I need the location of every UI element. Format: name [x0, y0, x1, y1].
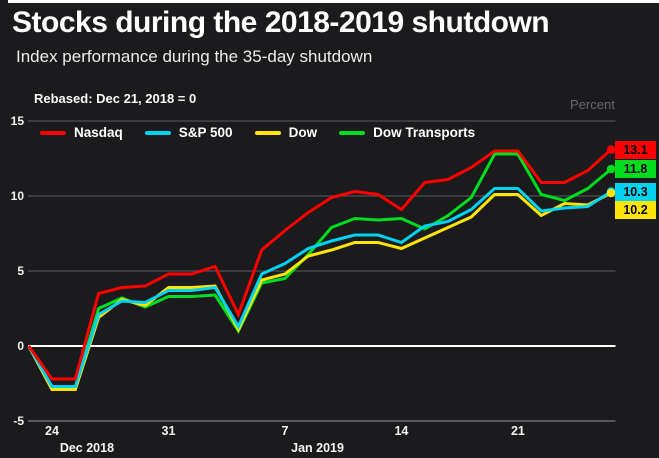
y-axis-unit-label: Percent	[570, 97, 615, 112]
series-line-s-p-500	[27, 187, 612, 388]
legend-swatch-nasdaq-icon	[40, 130, 66, 135]
y-tick-label--5: -5	[13, 414, 24, 428]
chart-title: Stocks during the 2018-2019 shutdown	[12, 6, 550, 39]
x-tick-label-21: 21	[510, 424, 525, 438]
y-tick-label-15: 15	[10, 114, 24, 128]
legend-label-s-p-500: S&P 500	[178, 125, 233, 140]
legend-item-dow-transports: Dow Transports	[339, 125, 475, 140]
series-end-dot-nasdaq	[606, 145, 616, 154]
series-line-nasdaq	[27, 148, 613, 381]
legend-swatch-s-p-500-icon	[144, 130, 171, 135]
series-line-dow	[27, 191, 612, 391]
series-end-dot-dow-transports	[606, 164, 616, 174]
legend-item-s-p-500: S&P 500	[144, 125, 233, 140]
legend-label-dow-transports: Dow Transports	[373, 125, 476, 140]
legend-label-nasdaq: Nasdaq	[74, 125, 123, 140]
y-tick-label-0: 0	[17, 339, 24, 353]
rebase-note: Rebased: Dec 21, 2018 = 0	[34, 91, 197, 106]
end-value-label-dow: 10.2	[615, 201, 656, 219]
legend-item-nasdaq: Nasdaq	[40, 125, 123, 140]
x-tick-label-31: 31	[161, 424, 176, 438]
x-tick-label-24: 24	[45, 424, 59, 438]
legend-swatch-dow-icon	[254, 130, 281, 135]
x-tick-label-14: 14	[394, 424, 409, 438]
legend-swatch-dow-transports-icon	[339, 130, 366, 135]
y-tick-label-10: 10	[10, 189, 24, 203]
legend-item-dow: Dow	[254, 125, 318, 140]
series-end-dot-dow	[606, 188, 616, 198]
chart-subtitle: Index performance during the 35-day shut…	[16, 47, 373, 66]
end-value-label-dow-transports: 11.8	[615, 160, 656, 178]
month-label-jan-2019: Jan 2019	[291, 441, 344, 455]
month-label-dec-2018: Dec 2018	[59, 441, 115, 455]
legend: Nasdaq S&P 500 Dow Dow Transports	[40, 125, 475, 140]
top-accent-bar	[8, 0, 659, 3]
x-tick-label-7: 7	[281, 424, 289, 438]
legend-label-dow: Dow	[288, 125, 318, 140]
y-tick-label-5: 5	[17, 264, 24, 278]
end-value-label-s-p-500: 10.3	[615, 182, 656, 201]
end-value-label-nasdaq: 13.1	[615, 140, 656, 159]
